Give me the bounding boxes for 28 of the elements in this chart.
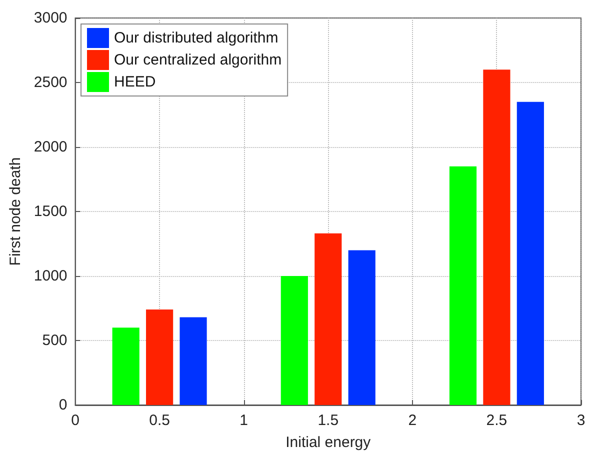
x-tick-label: 2.5: [486, 412, 508, 429]
y-tick-label: 2000: [34, 138, 68, 156]
y-tick-label: 500: [42, 332, 68, 349]
x-tick-label: 2: [408, 412, 417, 429]
y-axis-title: First node death: [7, 157, 24, 266]
x-tick-label: 1.5: [318, 412, 339, 429]
bar: [112, 328, 140, 405]
y-tick-label: 2500: [34, 74, 68, 91]
x-axis-title: Initial energy: [286, 434, 372, 451]
bar: [348, 250, 376, 405]
x-tick-label: 0: [71, 412, 80, 429]
legend-label: Our distributed algorithm: [114, 30, 278, 46]
x-tick-label: 3: [576, 412, 586, 429]
legend-label: Our centralized algorithm: [114, 52, 282, 68]
legend-label: HEED: [114, 74, 156, 90]
y-tick-label: 0: [58, 396, 68, 414]
bar: [180, 317, 207, 405]
bar: [483, 70, 510, 405]
bar: [146, 310, 174, 405]
bar: [516, 102, 544, 405]
bar: [449, 166, 477, 405]
y-tick-label: 1000: [34, 268, 68, 284]
bar: [280, 276, 308, 405]
x-tick-label: 1: [240, 412, 248, 429]
bar: [314, 233, 342, 405]
y-tick-label: 3000: [34, 10, 68, 26]
x-tick-label: 0.5: [149, 412, 170, 429]
y-tick-label: 1500: [34, 203, 68, 220]
